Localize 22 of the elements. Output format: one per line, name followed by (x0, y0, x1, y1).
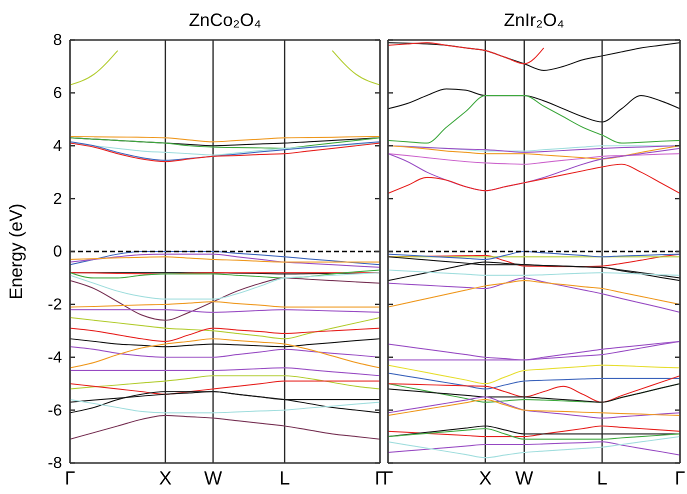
y-tick-label: -8 (48, 455, 62, 472)
x-tick-label: Γ (674, 468, 686, 490)
y-tick-label: -6 (48, 402, 62, 420)
chart-title: ZnCo₂O₄ (188, 10, 262, 30)
x-tick-label: Γ (382, 468, 394, 490)
y-tick-label: -2 (48, 296, 62, 314)
y-tick-label: 4 (53, 138, 62, 155)
x-tick-label: X (159, 468, 172, 490)
y-tick-label: 6 (53, 84, 62, 102)
x-tick-label: W (204, 468, 222, 490)
x-tick-label: Γ (374, 468, 386, 490)
x-tick-label: L (279, 468, 290, 490)
y-tick-label: 0 (53, 244, 62, 261)
chart-title: ZnIr₂O₄ (504, 10, 564, 30)
y-tick-label: 8 (53, 32, 62, 50)
x-tick-label: X (478, 468, 492, 490)
y-tick-label: 2 (53, 190, 62, 208)
x-tick-label: W (515, 468, 534, 490)
y-tick-label: -4 (48, 349, 62, 366)
y-axis-title: Energy (eV) (6, 203, 26, 300)
x-tick-label: Γ (64, 468, 76, 490)
x-tick-label: L (596, 468, 608, 490)
